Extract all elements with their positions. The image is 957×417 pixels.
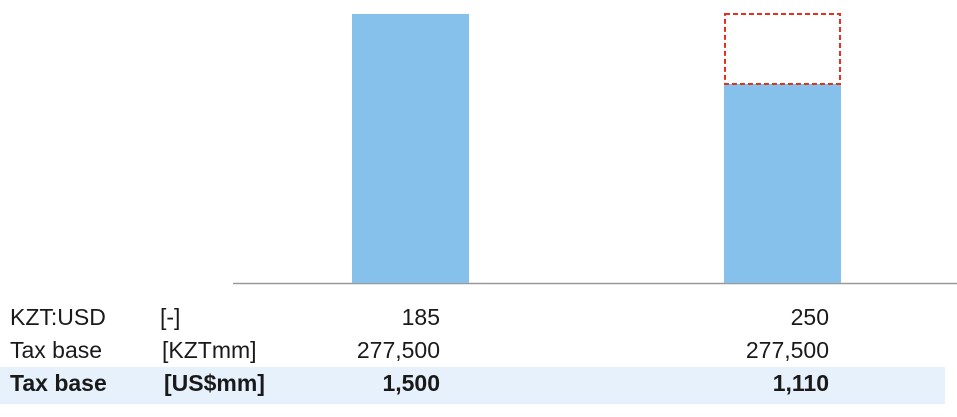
row-value: 277,500 — [357, 337, 440, 363]
row-value: 277,500 — [746, 337, 829, 363]
row-label: Tax base — [10, 337, 102, 363]
bar — [352, 14, 469, 283]
row-value: 1,110 — [773, 370, 829, 396]
highlight-row — [0, 367, 945, 404]
row-unit: [-] — [160, 304, 180, 330]
gap-outline — [724, 13, 841, 85]
row-value: 1,500 — [382, 370, 440, 396]
bar — [724, 83, 841, 283]
row-value: 185 — [402, 304, 440, 330]
row-label: Tax base — [10, 370, 107, 396]
row-value: 250 — [791, 304, 829, 330]
row-unit: [KZTmm] — [162, 337, 257, 363]
row-unit: [US$mm] — [164, 370, 265, 396]
row-label: KZT:USD — [10, 304, 106, 330]
